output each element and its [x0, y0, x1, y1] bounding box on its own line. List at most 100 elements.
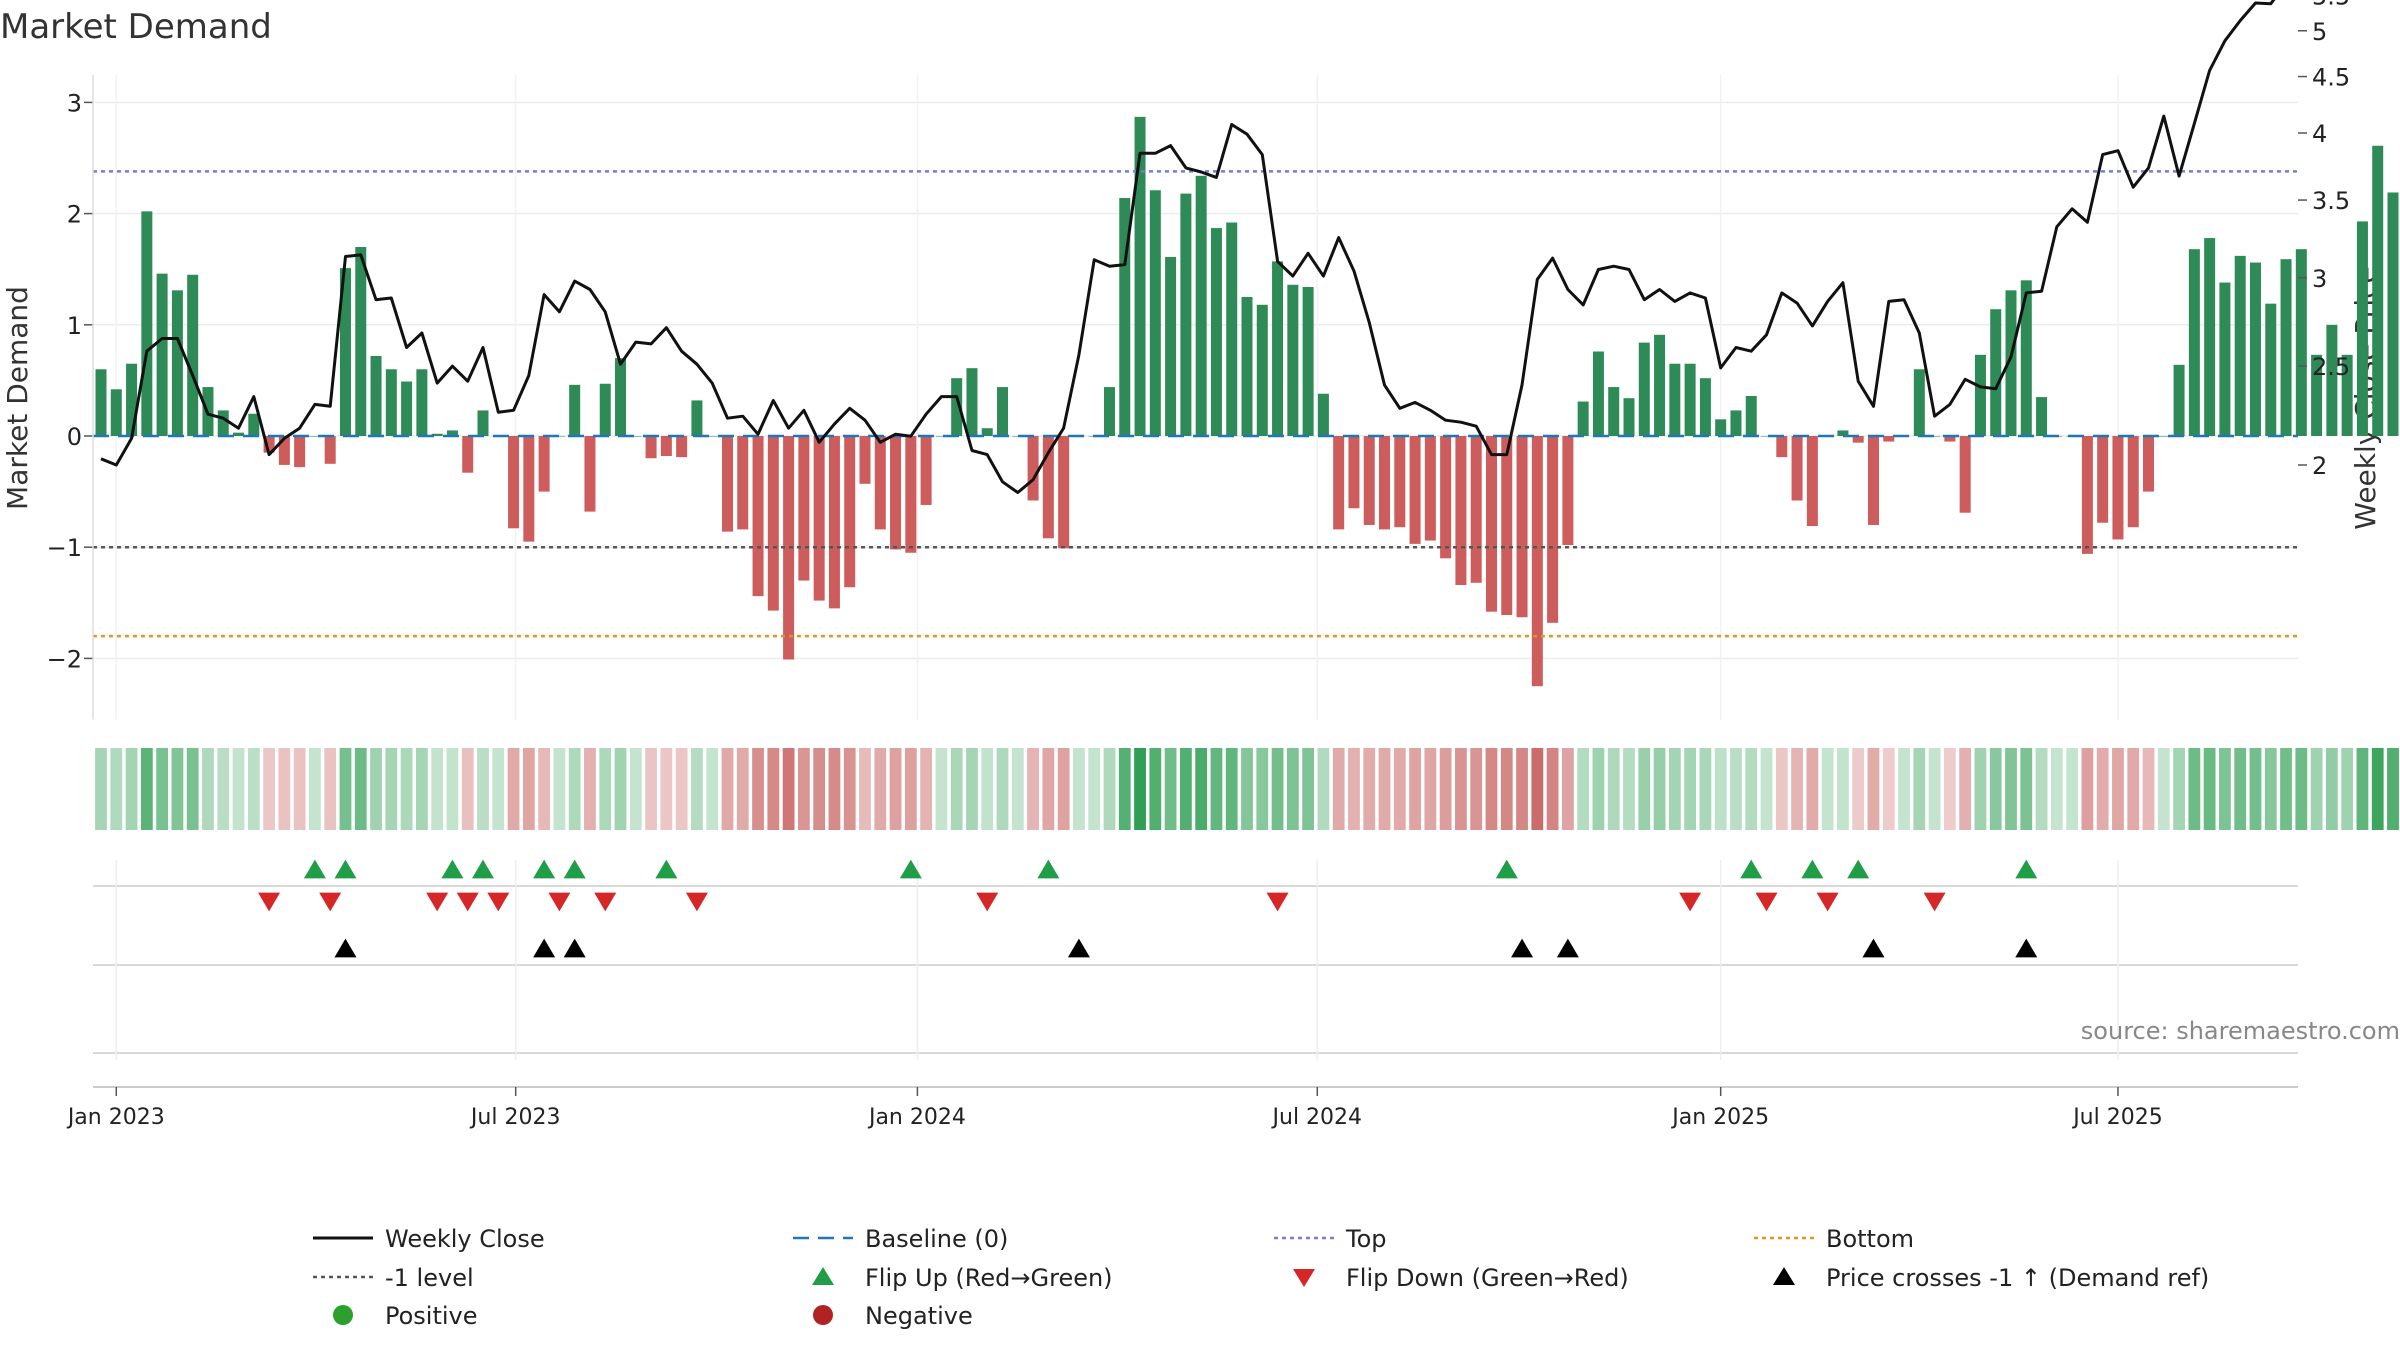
flip-down-marker: [258, 892, 281, 912]
demand-bar-negative: [844, 436, 856, 588]
heat-cell-positive: [110, 748, 123, 830]
flip-down-marker: [685, 892, 708, 912]
heat-cell-positive: [217, 748, 230, 830]
demand-bar-positive: [355, 246, 367, 436]
demand-bar-negative: [1424, 436, 1436, 541]
demand-bar-positive: [615, 358, 627, 436]
heat-cell-negative: [645, 748, 657, 830]
demand-bar-positive: [156, 273, 168, 436]
y-axis: 3 2 1 0 −1 −2: [47, 74, 94, 720]
heat-cell-positive: [2264, 748, 2277, 830]
heat-cell-positive: [370, 748, 382, 830]
heat-cell-positive: [1837, 748, 1849, 830]
legend-label: Bottom: [1826, 1225, 1914, 1253]
heat-cell-negative: [1516, 748, 1528, 830]
legend-label: Flip Up (Red→Green): [865, 1264, 1113, 1292]
demand-bar-positive: [477, 410, 489, 436]
heat-cell-negative: [1806, 748, 1819, 830]
demand-bar-positive: [1974, 354, 1986, 436]
demand-bar-positive: [1638, 342, 1650, 436]
x-tick-label: Jul 2024: [1271, 1105, 1363, 1130]
flip-down-marker: [594, 892, 617, 912]
weekly-close-line: [100, 0, 2276, 494]
heat-cell-negative: [1409, 748, 1421, 830]
price-cross-marker: [1511, 938, 1534, 958]
y-tick-label: 2: [67, 201, 82, 229]
flip-down-marker: [319, 892, 342, 912]
flip-up-marker: [472, 859, 494, 879]
demand-bar-positive: [2341, 354, 2353, 436]
heat-cell-negative: [1546, 748, 1559, 830]
heat-cell-positive: [1592, 748, 1605, 830]
heat-cell-positive: [1623, 748, 1635, 830]
demand-bar-negative: [752, 436, 764, 597]
heat-cell-positive: [415, 748, 428, 830]
demand-bar-positive: [1654, 334, 1666, 436]
demand-bar-negative: [676, 436, 688, 458]
flip-up-marker: [1847, 859, 1870, 879]
heat-cell-negative: [1561, 748, 1574, 830]
heat-cell-positive: [171, 748, 184, 830]
demand-bar-positive: [1608, 387, 1620, 436]
gridlines: [93, 74, 2298, 720]
heat-cell-negative: [1393, 748, 1406, 830]
x-tick-label: Jul 2025: [2071, 1105, 2163, 1130]
heat-cell-negative: [1500, 748, 1513, 830]
demand-bar-negative: [2081, 436, 2093, 554]
flip-down-marker: [1923, 892, 1946, 912]
heat-cell-positive: [477, 748, 489, 830]
demand-bar-positive: [1210, 228, 1222, 436]
demand-bar-negative: [1944, 436, 1956, 442]
demand-bar-positive: [553, 436, 565, 437]
demand-bar-positive: [630, 436, 642, 437]
heat-cell-positive: [1271, 748, 1284, 830]
heat-cell-negative: [278, 748, 291, 830]
demand-bar-negative: [263, 436, 275, 453]
demand-bar-negative: [1455, 436, 1467, 586]
demand-bar-negative: [1363, 436, 1375, 525]
heat-cell-positive: [981, 748, 994, 830]
demand-bar-positive: [2158, 436, 2170, 437]
demand-bar-negative: [1806, 436, 1818, 527]
heat-cell-positive: [2234, 748, 2247, 830]
demand-bar-negative: [294, 436, 306, 468]
heat-cell-positive: [1088, 748, 1101, 830]
heat-cell-positive: [1607, 748, 1620, 830]
demand-bar-positive: [110, 389, 122, 436]
demand-bar-negative: [1959, 436, 1971, 513]
demand-bar-positive: [1990, 309, 2002, 436]
price-cross-marker: [533, 938, 556, 958]
heat-cell-positive: [309, 748, 321, 830]
heat-cell-positive: [354, 748, 367, 830]
heat-cell-positive: [2020, 748, 2033, 830]
flip-up-marker: [563, 859, 586, 879]
heat-cell-negative: [2127, 748, 2140, 830]
demand-bar-positive: [1669, 363, 1681, 436]
heat-cell-positive: [1730, 748, 1742, 830]
y2-tick-label: 2.5: [2312, 353, 2350, 381]
heat-cell-positive: [2387, 748, 2399, 830]
demand-bar-positive: [2219, 282, 2231, 436]
heat-cell-negative: [828, 748, 841, 830]
demand-bar-negative: [2097, 436, 2109, 523]
heat-cell-negative: [538, 748, 551, 830]
heat-cell-positive: [966, 748, 978, 830]
demand-bar-negative: [324, 436, 336, 464]
heat-cell-negative: [660, 748, 673, 830]
flip-up-marker: [899, 859, 922, 879]
heat-cell-negative: [1775, 748, 1788, 830]
legend-swatch-positive: [333, 1305, 353, 1325]
demand-bar-negative: [1440, 436, 1452, 559]
heat-cell-positive: [140, 748, 153, 830]
heat-cell-negative: [874, 748, 887, 830]
heat-cell-positive: [691, 748, 703, 830]
demand-bar-positive: [416, 369, 428, 436]
demand-bar-positive: [339, 268, 351, 436]
demand-bar-positive: [1195, 175, 1207, 437]
weekly-close-series: [100, 0, 2276, 494]
demand-bar-negative: [645, 436, 657, 459]
x-tick-label: Jan 2023: [66, 1105, 165, 1130]
heat-cell-negative: [1439, 748, 1452, 830]
demand-bar-positive: [1684, 363, 1696, 436]
heat-cell-positive: [232, 748, 245, 830]
